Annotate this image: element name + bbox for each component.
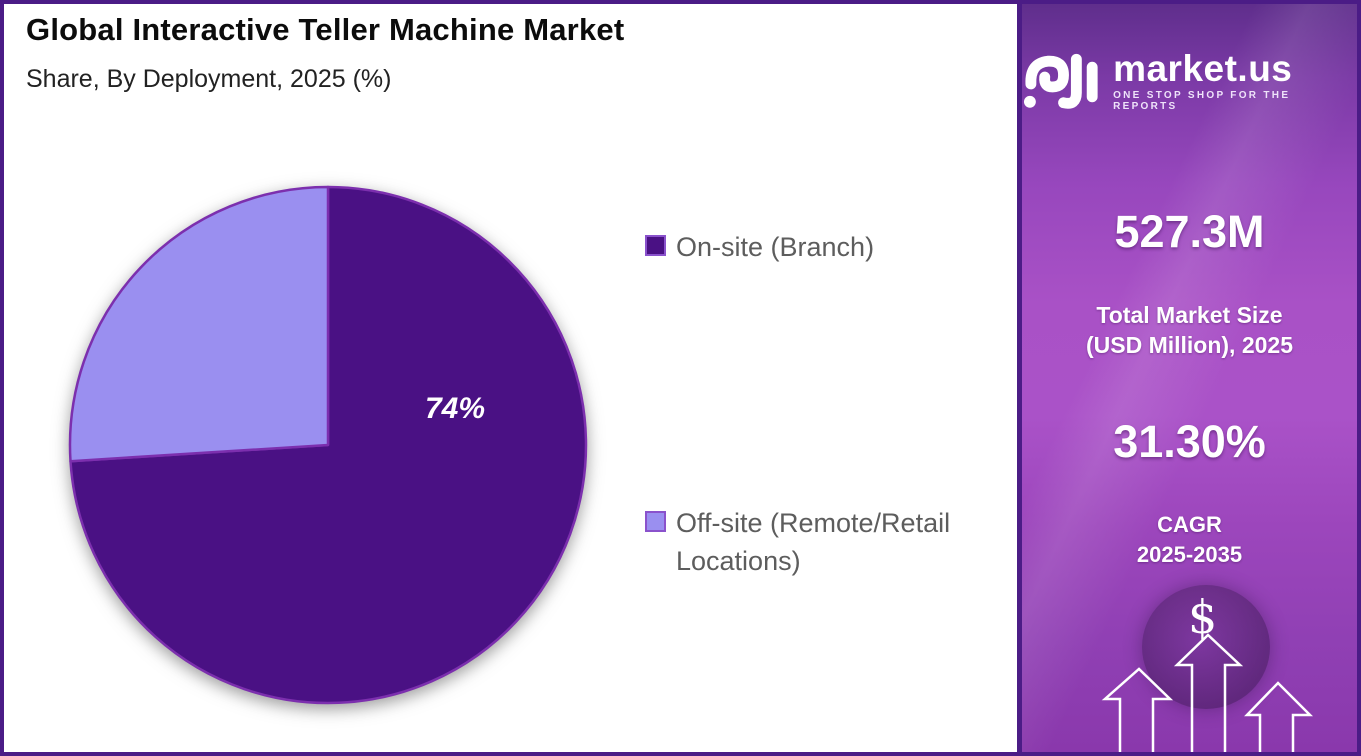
legend-label-offsite: Off-site (Remote/Retail Locations) (676, 504, 950, 580)
legend-label-offsite-line2: Locations) (676, 546, 801, 576)
sidebar: market.us ONE STOP SHOP FOR THE REPORTS … (1017, 4, 1357, 752)
stat-cagr-label: CAGR 2025-2035 (1022, 510, 1357, 570)
brand-tagline: ONE STOP SHOP FOR THE REPORTS (1113, 90, 1291, 112)
legend-label-offsite-line1: Off-site (Remote/Retail (676, 508, 951, 538)
dollar-icon: $ (1188, 590, 1218, 644)
brand-name: market.us (1113, 48, 1293, 89)
page-title: Global Interactive Teller Machine Market (26, 12, 625, 47)
legend-marker-offsite-icon (645, 511, 666, 532)
stat-market-size-label-line1: Total Market Size (1096, 302, 1283, 328)
growth-arrows-icon (1101, 633, 1314, 752)
pie-chart (48, 165, 608, 725)
stat-cagr-label-line2: 2025-2035 (1136, 542, 1243, 567)
market-us-logo: market.us ONE STOP SHOP FOR THE REPORTS (1022, 48, 1357, 114)
coffee-cup-photo-shape (1142, 585, 1270, 709)
page-subtitle: Share, By Deployment, 2025 (%) (26, 65, 392, 93)
stat-market-size-label-line2: (USD Million), 2025 (1085, 332, 1294, 358)
stat-market-size-value: 527.3M (1114, 206, 1265, 257)
stat-cagr-label-line1: CAGR (1157, 512, 1222, 537)
legend-item-onsite: On-site (Branch) (645, 228, 874, 266)
market-us-logo-icon (1023, 53, 1098, 109)
legend-marker-onsite-icon (645, 235, 666, 256)
pie-data-label: 74% (424, 392, 486, 425)
stat-cagr-value: 31.30% (1113, 416, 1266, 467)
stat-market-size-label: Total Market Size (USD Million), 2025 (1022, 300, 1357, 360)
pie-chart-svg (68, 185, 588, 705)
legend-item-offsite: Off-site (Remote/Retail Locations) (645, 504, 950, 580)
brand-text: market.us ONE STOP SHOP FOR THE REPORTS (1113, 48, 1357, 113)
pie-slice (68, 185, 330, 463)
legend-label-onsite: On-site (Branch) (676, 232, 875, 262)
chart-panel: Global Interactive Teller Machine Market… (4, 4, 1017, 752)
